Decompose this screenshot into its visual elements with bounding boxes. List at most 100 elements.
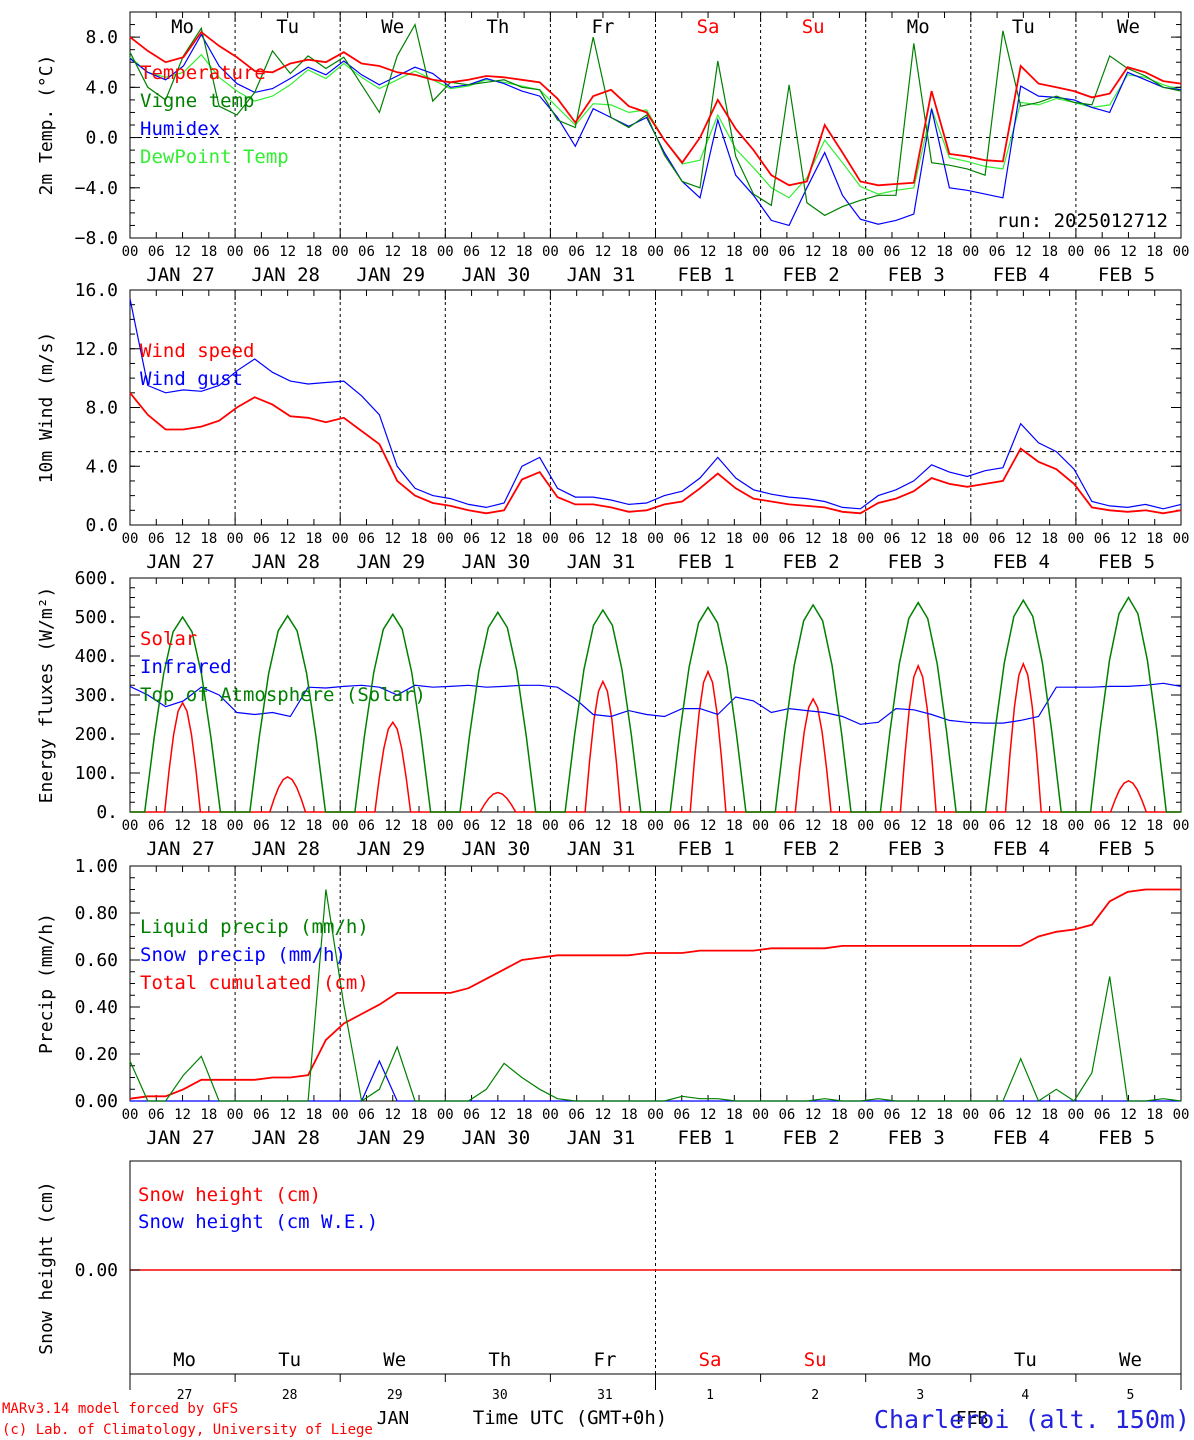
hour-tick-label: 06: [778, 244, 795, 260]
hour-tick-label: 12: [384, 818, 401, 834]
legend-dewpoint-temp: DewPoint Temp: [140, 146, 289, 168]
y-tick-label: 0.0: [85, 515, 118, 536]
hour-tick-label: 06: [673, 244, 690, 260]
hour-tick-label: 12: [700, 1107, 717, 1123]
hour-tick-label: 00: [542, 818, 559, 834]
series-wind-speed: [129, 392, 1182, 515]
legend-total-cumulated-cm-: Total cumulated (cm): [140, 972, 369, 994]
hour-tick-label: 12: [384, 1107, 401, 1123]
hour-tick-label: 00: [122, 244, 139, 260]
hour-tick-label: 12: [805, 531, 822, 547]
hour-tick-label: 00: [542, 244, 559, 260]
hour-tick-label: 18: [936, 1107, 953, 1123]
hour-tick-label: 18: [305, 1107, 322, 1123]
hour-tick-label: 18: [726, 818, 743, 834]
day-name-top: Mo: [171, 16, 194, 38]
hour-tick-label: 12: [1015, 818, 1032, 834]
hour-tick-label: 12: [279, 818, 296, 834]
hour-tick-label: 12: [384, 244, 401, 260]
date-label: FEB 3: [888, 1127, 945, 1149]
hour-tick-label: 18: [411, 1107, 428, 1123]
hour-tick-label: 12: [595, 244, 612, 260]
hour-tick-label: 00: [962, 531, 979, 547]
hour-tick-label: 12: [489, 1107, 506, 1123]
legend-snow-precip-mm-h-: Snow precip (mm/h): [140, 944, 346, 966]
hour-tick-label: 12: [489, 531, 506, 547]
series-liquid-precip-mm-h-: [129, 889, 1182, 1102]
hour-tick-label: 18: [1041, 1107, 1058, 1123]
hour-tick-label: 00: [122, 818, 139, 834]
hour-tick-label: 06: [358, 1107, 375, 1123]
hour-tick-label: 12: [1120, 818, 1137, 834]
day-name-top: Su: [802, 16, 825, 38]
hour-tick-label: 00: [437, 244, 454, 260]
hour-tick-label: 00: [647, 1107, 664, 1123]
hour-tick-label: 06: [358, 531, 375, 547]
date-label: JAN 29: [356, 1127, 425, 1149]
day-number: 28: [282, 1388, 298, 1403]
y-tick-label: 0.20: [75, 1044, 118, 1065]
day-number: 27: [177, 1388, 193, 1403]
hour-tick-label: 00: [647, 244, 664, 260]
y-axis-label: Snow height (cm): [36, 1181, 57, 1354]
hour-tick-label: 12: [489, 818, 506, 834]
hour-tick-label: 12: [595, 531, 612, 547]
hour-tick-label: 18: [1146, 1107, 1163, 1123]
date-label: FEB 5: [1098, 264, 1155, 286]
hour-tick-label: 18: [831, 531, 848, 547]
hour-tick-label: 06: [673, 1107, 690, 1123]
day-number: 31: [597, 1388, 613, 1403]
hour-tick-label: 06: [673, 818, 690, 834]
date-label: FEB 2: [783, 1127, 840, 1149]
hour-tick-label: 06: [1094, 531, 1111, 547]
hour-tick-label: 00: [1067, 818, 1084, 834]
hour-tick-label: 00: [437, 818, 454, 834]
hour-tick-label: 18: [621, 244, 638, 260]
hour-tick-label: 18: [936, 531, 953, 547]
hour-tick-label: 18: [726, 1107, 743, 1123]
credit-line-1: MARv3.14 model forced by GFS: [2, 1401, 238, 1417]
day-name-bottom: We: [1119, 1349, 1142, 1371]
date-label: FEB 4: [993, 838, 1050, 860]
hour-tick-label: 18: [621, 1107, 638, 1123]
date-label: FEB 1: [677, 551, 734, 573]
hour-tick-label: 00: [1067, 244, 1084, 260]
day-name-top: Th: [486, 16, 509, 38]
hour-tick-label: 18: [1041, 531, 1058, 547]
hour-tick-label: 00: [857, 244, 874, 260]
day-name-bottom: Su: [804, 1349, 827, 1371]
hour-tick-label: 12: [1120, 1107, 1137, 1123]
date-label: JAN 27: [146, 551, 215, 573]
hour-tick-label: 00: [332, 531, 349, 547]
hour-tick-label: 18: [1041, 244, 1058, 260]
hour-tick-label: 06: [884, 244, 901, 260]
hour-tick-label: 12: [910, 818, 927, 834]
hour-tick-label: 00: [1173, 1107, 1190, 1123]
hour-tick-label: 00: [962, 1107, 979, 1123]
legend-temperature: Temperature: [140, 62, 266, 84]
hour-tick-label: 12: [700, 818, 717, 834]
hour-tick-label: 00: [857, 818, 874, 834]
day-name-bottom: Tu: [1014, 1349, 1037, 1371]
hour-tick-label: 00: [962, 818, 979, 834]
y-tick-label: 400.: [75, 646, 118, 667]
y-tick-label: 0.00: [75, 1091, 118, 1112]
legend-liquid-precip-mm-h-: Liquid precip (mm/h): [140, 916, 369, 938]
date-label: JAN 31: [567, 264, 636, 286]
series-top-of-atmosphere-solar-: [130, 596, 1181, 813]
hour-tick-label: 06: [778, 531, 795, 547]
hour-tick-label: 00: [752, 531, 769, 547]
y-tick-label: 1.00: [75, 856, 118, 877]
hour-tick-label: 00: [1067, 1107, 1084, 1123]
legend-solar: Solar: [140, 628, 197, 650]
hour-tick-label: 06: [568, 818, 585, 834]
hour-tick-label: 18: [831, 244, 848, 260]
y-tick-label: 4.0: [85, 456, 118, 477]
hour-tick-label: 06: [778, 818, 795, 834]
hour-tick-label: 18: [200, 244, 217, 260]
day-name-top: Sa: [697, 16, 720, 38]
hour-tick-label: 00: [752, 818, 769, 834]
hour-tick-label: 18: [1146, 531, 1163, 547]
y-tick-label: 8.0: [85, 27, 118, 48]
